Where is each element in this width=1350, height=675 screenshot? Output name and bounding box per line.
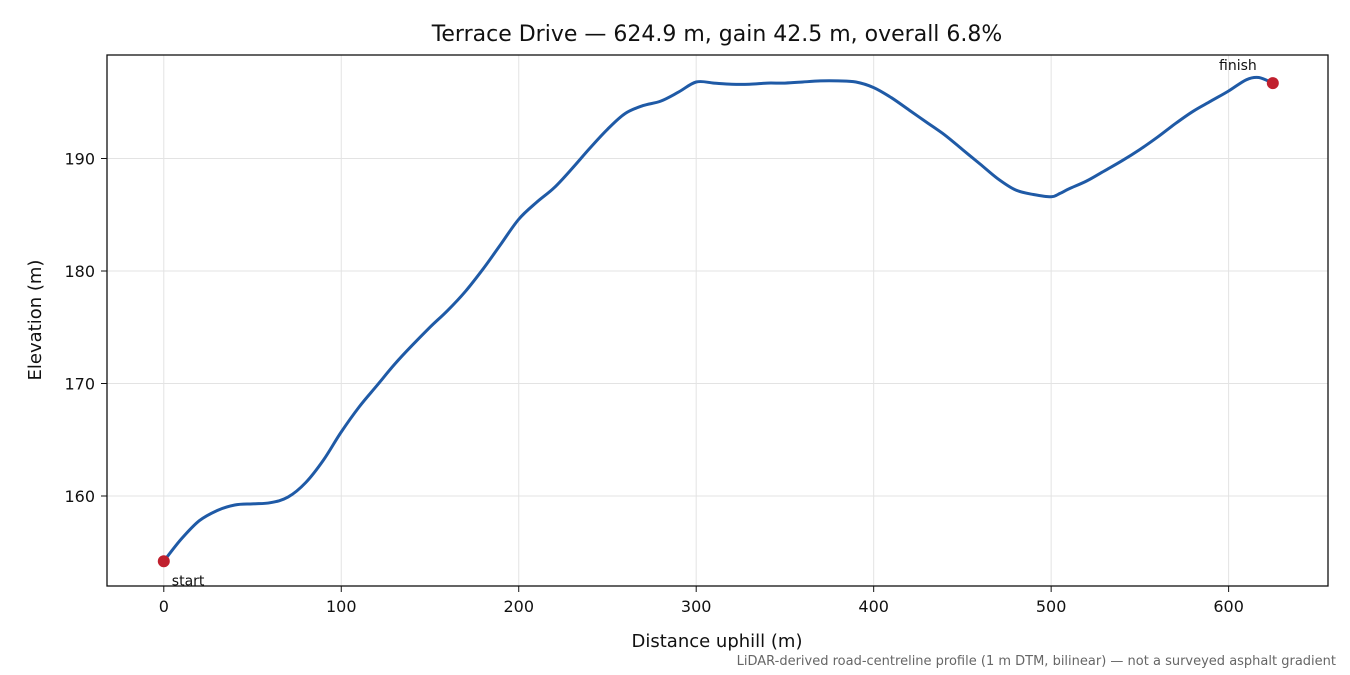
start-marker: [157, 555, 170, 568]
footnote: LiDAR-derived road-centreline profile (1…: [737, 654, 1336, 669]
finish-label: finish: [1219, 58, 1257, 74]
x-axis-ticks: 0 100 200 300 400 500 600: [159, 586, 1244, 616]
y-tick-label: 190: [64, 150, 95, 169]
x-tick-label: 300: [681, 597, 712, 616]
y-tick-label: 160: [64, 487, 95, 506]
y-axis-ticks: 160 170 180 190: [64, 150, 107, 506]
grid: [107, 55, 1328, 586]
chart-title: Terrace Drive — 624.9 m, gain 42.5 m, ov…: [431, 22, 1003, 47]
elevation-profile-line: [162, 75, 1275, 563]
x-tick-label: 400: [858, 597, 889, 616]
x-axis-label: Distance uphill (m): [632, 631, 803, 652]
y-tick-label: 170: [64, 375, 95, 394]
plot-frame: [106, 54, 1329, 587]
x-tick-label: 600: [1213, 597, 1244, 616]
x-tick-label: 0: [159, 597, 169, 616]
x-tick-label: 100: [326, 597, 357, 616]
start-label: start: [172, 573, 205, 589]
y-axis-label: Elevation (m): [25, 260, 46, 381]
endpoint-markers: start finish: [157, 58, 1279, 589]
x-tick-label: 200: [503, 597, 534, 616]
finish-marker: [1266, 77, 1279, 90]
y-tick-label: 180: [64, 262, 95, 281]
x-tick-label: 500: [1036, 597, 1067, 616]
